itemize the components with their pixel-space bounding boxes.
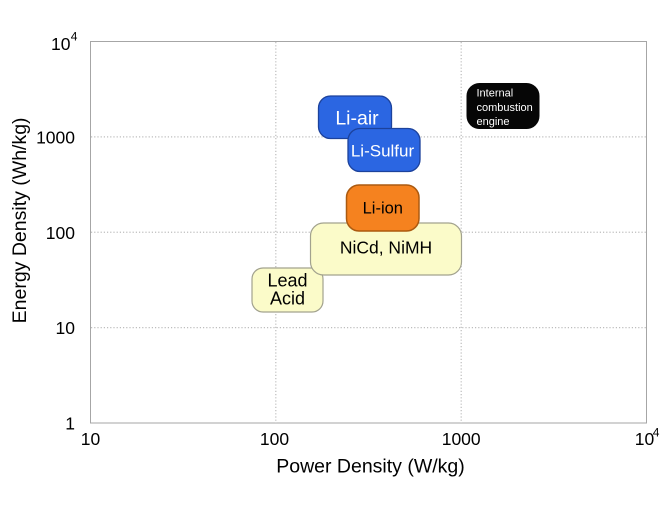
svg-text:Internal: Internal	[477, 88, 514, 100]
svg-text:Power Density (W/kg): Power Density (W/kg)	[276, 456, 465, 478]
svg-text:10: 10	[56, 318, 76, 338]
svg-text:Energy Density (Wh/kg): Energy Density (Wh/kg)	[9, 117, 31, 323]
svg-text:Li-ion: Li-ion	[363, 200, 403, 218]
svg-text:Lead: Lead	[267, 271, 307, 291]
svg-text:100: 100	[46, 223, 75, 243]
svg-text:combustion: combustion	[477, 102, 533, 114]
svg-text:10: 10	[635, 429, 655, 449]
svg-text:10: 10	[51, 34, 71, 54]
svg-text:Li-Sulfur: Li-Sulfur	[351, 142, 415, 161]
svg-text:1000: 1000	[442, 429, 481, 449]
svg-text:1: 1	[65, 414, 75, 434]
svg-text:NiCd, NiMH: NiCd, NiMH	[340, 238, 432, 258]
svg-text:4: 4	[71, 30, 78, 44]
svg-text:Acid: Acid	[270, 289, 305, 309]
svg-text:Li-air: Li-air	[335, 108, 379, 130]
svg-text:1000: 1000	[36, 127, 75, 147]
svg-text:10: 10	[81, 429, 101, 449]
svg-text:100: 100	[260, 429, 289, 449]
svg-text:4: 4	[653, 426, 660, 440]
svg-text:engine: engine	[477, 116, 510, 128]
